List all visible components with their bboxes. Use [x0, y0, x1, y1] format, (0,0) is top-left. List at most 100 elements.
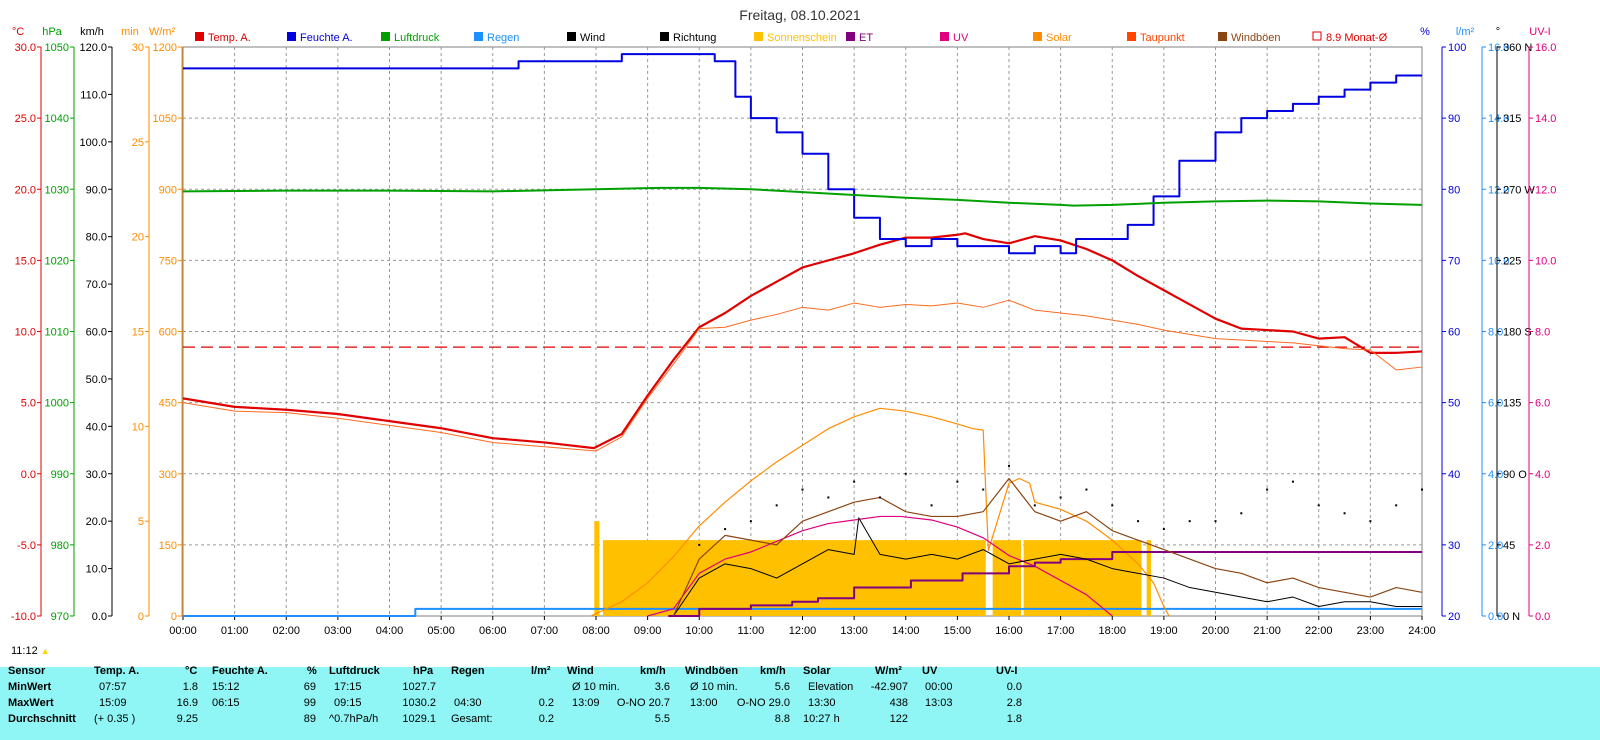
y-tick-label: 4.0: [1535, 469, 1550, 481]
x-tick-label: 11:00: [738, 625, 765, 637]
solar-unit: W/m²: [875, 665, 902, 677]
y-tick-label: 1040: [45, 113, 69, 125]
y-tick-label: 600: [159, 327, 177, 339]
wind-direction-point: [1033, 504, 1036, 507]
x-tick-label: 17:00: [1047, 625, 1075, 637]
x-tick-label: 21:00: [1253, 625, 1281, 637]
chart-canvas: Freitag, 08.10.2021 00:00 01:00 02:00 03:00 0…: [11, 7, 1557, 637]
y-tick-label: 1000: [45, 398, 69, 410]
gust-avg: 8.8: [774, 713, 790, 725]
y-tick-label: 1050: [45, 42, 69, 54]
wind-direction-point: [1162, 528, 1165, 531]
series-line-solar: [590, 407, 1170, 617]
x-tick-label: 02:00: [272, 625, 300, 637]
y-tick-label: 450: [159, 398, 177, 410]
y-tick-label: 1020: [45, 255, 69, 267]
sunshine-bar: [992, 540, 1022, 616]
wind-direction-point: [956, 480, 959, 483]
y-tick-label: 6.0: [1535, 398, 1550, 410]
y-tick-label: 990: [51, 469, 69, 481]
wind-direction-point: [1395, 504, 1398, 507]
y-tick-label: 270 W: [1503, 184, 1535, 196]
press-max-time: 09:15: [334, 697, 362, 709]
wind-direction-point: [1317, 504, 1320, 507]
y-axis-unit: l/m²: [1456, 26, 1475, 38]
x-tick-label: 24:00: [1408, 625, 1436, 637]
uv-min-time: 00:00: [925, 681, 953, 693]
y-tick-label: 16.0: [1535, 42, 1556, 54]
y-tick-label: 90 O: [1503, 469, 1527, 481]
gust-max: O-NO 29.0: [736, 697, 790, 709]
y-tick-label: 20.0: [15, 184, 36, 196]
wind-header: Wind: [567, 665, 594, 677]
y-axis-unit: %: [1420, 26, 1430, 38]
rain-total-label: Gesamt:: [451, 713, 493, 725]
x-tick-label: 14:00: [892, 625, 920, 637]
gust-unit: km/h: [760, 665, 786, 677]
y-tick-label: 180 S: [1503, 327, 1532, 339]
wind-direction-point: [878, 496, 881, 499]
sunshine-bar: [594, 521, 600, 616]
y-tick-label: 8.0: [1488, 327, 1503, 339]
sun-marker-icon: ▲: [40, 646, 50, 656]
wind-direction-point: [1188, 520, 1191, 523]
legend-label: ET: [859, 32, 873, 44]
uv-max: 2.8: [1006, 697, 1022, 709]
statistics-panel: Sensor MinWert MaxWert Durchschnitt Temp…: [0, 665, 1600, 740]
hum-max: 99: [303, 697, 316, 709]
y-tick-label: 970: [51, 611, 69, 623]
current-time-label: 11:12 ▲: [11, 645, 50, 657]
wind-direction-point: [1111, 504, 1114, 507]
sunshine-bar: [602, 540, 986, 616]
row-label-sensor: Sensor: [8, 665, 46, 677]
x-tick-label: 22:00: [1305, 625, 1333, 637]
wind-direction-point: [904, 472, 907, 475]
solar-avg: 122: [889, 713, 908, 725]
legend-swatch: [660, 32, 669, 41]
wind-direction-point: [827, 496, 830, 499]
x-tick-label: 06:00: [479, 625, 507, 637]
press-avg-note: ^0.7hPa/h: [329, 713, 379, 725]
x-tick-label: 04:00: [376, 625, 404, 637]
row-label-avg: Durchschnitt: [8, 713, 76, 725]
hum-unit: %: [307, 665, 317, 677]
temp-unit: °C: [185, 665, 198, 677]
y-tick-label: 0: [138, 611, 144, 623]
solar-min: -42.907: [870, 681, 908, 693]
y-tick-label: 70: [1448, 255, 1460, 267]
legend-label: Sonnenschein: [767, 32, 837, 44]
series-line-taupunkt: [182, 299, 1423, 452]
y-tick-label: 8.0: [1535, 327, 1550, 339]
y-tick-label: 1050: [153, 113, 177, 125]
wind-direction-point: [1085, 488, 1088, 491]
hum-avg: 89: [303, 713, 316, 725]
legend-swatch: [940, 32, 949, 41]
y-tick-label: 1030: [45, 184, 69, 196]
gust-header: Windböen: [685, 665, 739, 677]
y-tick-label: 0.0: [1535, 611, 1550, 623]
legend-swatch: [474, 32, 483, 41]
y-tick-label: 2.0: [1488, 540, 1503, 552]
y-axis-unit: W/m²: [149, 26, 176, 38]
y-tick-label: 5: [138, 516, 144, 528]
y-tick-label: 900: [159, 184, 177, 196]
y-tick-label: 14.0: [1535, 113, 1556, 125]
y-tick-label: 20.0: [86, 516, 107, 528]
wind-direction-point: [749, 520, 752, 523]
y-tick-label: 6.0: [1488, 398, 1503, 410]
legend-label: UV: [953, 32, 969, 44]
x-tick-label: 01:00: [221, 625, 249, 637]
wind-direction-point: [1240, 512, 1243, 515]
wind-max: O-NO 20.7: [616, 697, 670, 709]
legend-swatch: [381, 32, 390, 41]
legend-swatch: [1312, 31, 1322, 41]
y-tick-label: 15.0: [15, 255, 36, 267]
uv-header: UV: [922, 665, 938, 677]
legend-label: Wind: [580, 32, 605, 44]
y-tick-label: 0 N: [1503, 611, 1520, 623]
legend-label: 8.9 Monat-Ø: [1326, 32, 1388, 44]
x-tick-label: 13:00: [840, 625, 868, 637]
legend-label: Feuchte A.: [300, 32, 353, 44]
wind-direction-point: [1369, 520, 1372, 523]
y-tick-label: 12.0: [1488, 184, 1509, 196]
